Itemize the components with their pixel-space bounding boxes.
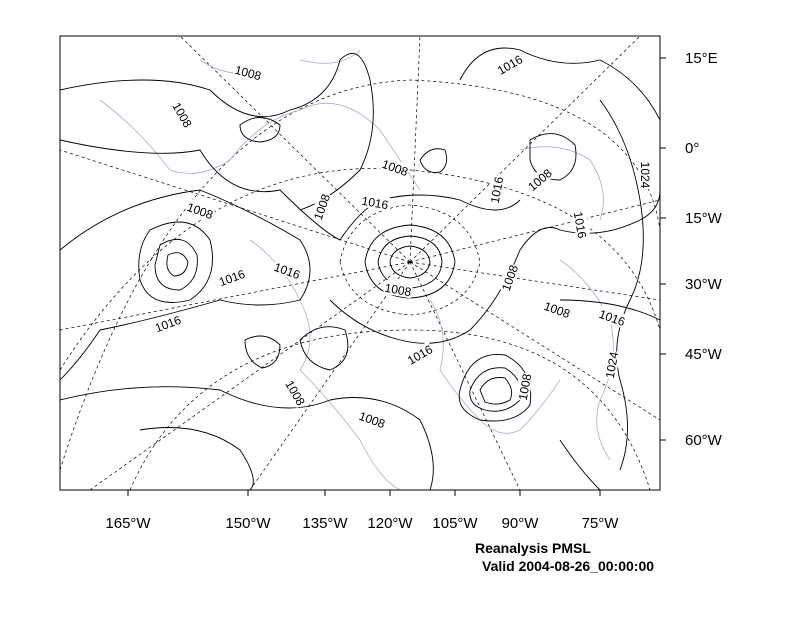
contour-label: 1016 <box>361 194 390 212</box>
contour-label-group: 1024 <box>601 349 621 380</box>
contour-label-group: 1016 <box>152 311 184 335</box>
contour-label-group: 1016 <box>271 258 303 282</box>
contour-label-group: 1008 <box>497 262 521 294</box>
contour-label-group: 1008 <box>184 198 216 222</box>
contour-label-group: 1016 <box>360 192 391 212</box>
bottom-axis-label: 150°W <box>225 515 271 532</box>
contour-label-bg <box>639 161 653 189</box>
caption-title: Reanalysis PMSL <box>475 540 591 556</box>
bottom-axis-label: 75°W <box>582 515 620 532</box>
contour-label-group: 1008 <box>309 191 333 223</box>
contour-label-bg <box>360 192 391 212</box>
contour-label-group: 1008 <box>232 61 264 84</box>
contour-label: 1016 <box>597 307 627 329</box>
right-axis-label: 45°W <box>685 346 723 363</box>
contour-label: 1016 <box>272 260 302 282</box>
bottom-axis-label: 135°W <box>302 515 348 532</box>
contour-label: 1024 <box>638 162 652 189</box>
contour-label: 1008 <box>380 157 410 179</box>
contour-label-group: 1008 <box>524 164 555 194</box>
contour-label-bg <box>486 174 506 205</box>
right-axis-label: 60°W <box>685 432 723 449</box>
contour-label-bg <box>184 198 216 222</box>
contour-label: 1008 <box>516 372 534 401</box>
contour-label-bg <box>541 297 573 321</box>
contour-label-group: 1008 <box>514 371 534 402</box>
caption-valid: Valid 2004-08-26_00:00:00 <box>482 558 654 574</box>
contour-label: 1008 <box>311 192 333 222</box>
bottom-axis-label: 165°W <box>105 515 151 532</box>
contour-label-bg <box>524 164 555 194</box>
contour-label-bg <box>497 262 521 294</box>
contour-label-group: 1008 <box>541 297 573 321</box>
contour-label-bg <box>379 155 411 179</box>
contour-label-bg <box>596 305 628 329</box>
contour-label: 1008 <box>525 166 555 194</box>
contour-label-group: 1008 <box>379 155 411 179</box>
right-axis-label: 15°E <box>685 50 718 67</box>
bottom-axis-label: 120°W <box>367 515 413 532</box>
bottom-axis-label: 90°W <box>502 515 540 532</box>
contour-label-bg <box>169 98 196 131</box>
contour-label-bg <box>571 209 591 240</box>
contour-label-bg <box>383 279 414 299</box>
contour-label-bg <box>493 51 526 78</box>
map-body <box>60 36 660 490</box>
contour-label-bg <box>309 191 333 223</box>
contour-label: 1008 <box>384 281 413 299</box>
contour-label: 1016 <box>571 211 589 240</box>
contour-label: 1008 <box>542 299 572 321</box>
bottom-axis-label: 105°W <box>432 515 478 532</box>
right-axis-label: 0° <box>685 140 699 157</box>
contour-label-group: 1024 <box>638 161 653 189</box>
contour-label-bg <box>271 258 303 282</box>
contour-label-group: 1016 <box>486 174 506 205</box>
contour-label-group: 1008 <box>383 279 414 299</box>
contour-label-group: 1016 <box>596 305 628 329</box>
contour-label-group: 1016 <box>493 51 526 78</box>
right-axis-label: 30°W <box>685 276 723 293</box>
contour-label-group: 1016 <box>403 341 436 368</box>
contour-label-bg <box>514 371 534 402</box>
contour-label-bg <box>282 376 309 409</box>
contour-label-bg <box>403 341 436 368</box>
contour-label-group: 1016 <box>216 265 248 289</box>
contour-label-bg <box>216 265 248 289</box>
map-frame <box>59 35 661 491</box>
contour-label-bg <box>152 311 184 335</box>
right-axis-label: 15°W <box>685 210 723 227</box>
contour-label-bg <box>356 407 388 431</box>
contour-label: 1008 <box>357 409 387 431</box>
contour-label: 1016 <box>153 313 183 335</box>
axis-ticks <box>127 57 666 496</box>
contour-label-bg <box>601 349 621 380</box>
contour-label: 1016 <box>217 267 247 289</box>
contour-label: 1016 <box>488 175 506 204</box>
contour-label-group: 1016 <box>571 209 591 240</box>
contour-label: 1008 <box>499 263 521 293</box>
contour-label: 1008 <box>185 200 215 222</box>
contour-label-group: 1008 <box>169 98 196 131</box>
contour-label: 1008 <box>233 63 263 84</box>
isobars <box>60 47 660 490</box>
contour-label-group: 1008 <box>356 407 388 431</box>
contour-label-group: 1008 <box>282 376 309 409</box>
contour-label: 1024 <box>603 350 621 379</box>
